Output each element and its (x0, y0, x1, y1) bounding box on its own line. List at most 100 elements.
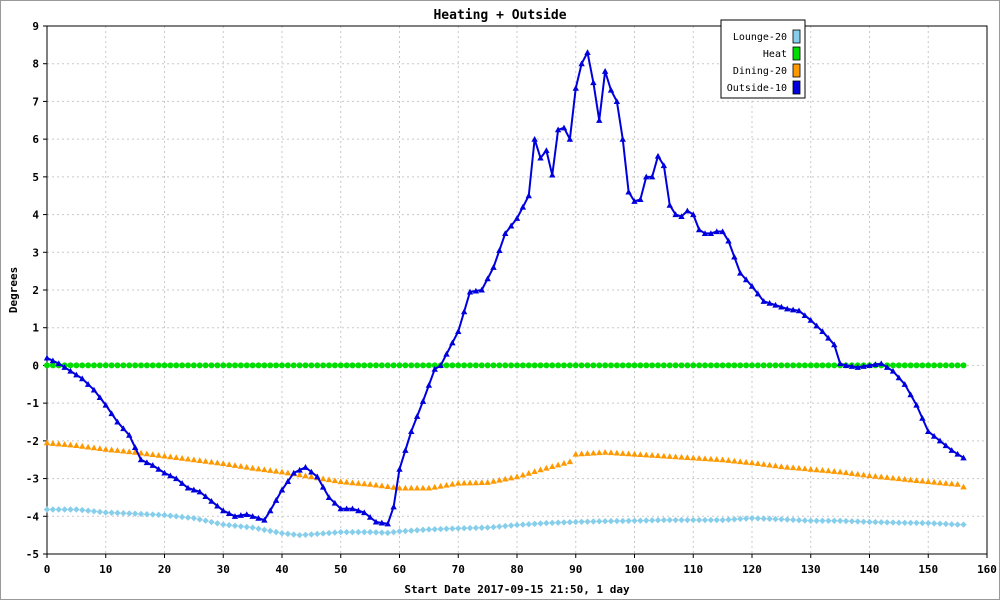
heat-marker (584, 362, 591, 369)
heat-marker (102, 362, 109, 369)
y-tick-label: 3 (32, 246, 39, 259)
lounge-20-marker (161, 511, 168, 519)
dining-20-marker (96, 445, 104, 451)
lounge-20-marker (449, 525, 456, 532)
lounge-20-marker (490, 523, 497, 531)
dining-20-marker (208, 458, 215, 465)
outside-10-marker (337, 505, 344, 512)
outside-10-marker (255, 514, 262, 521)
heat-marker (666, 362, 673, 369)
outside-10-marker (96, 394, 104, 401)
heat-marker (631, 362, 638, 369)
outside-10-marker (660, 162, 668, 169)
y-tick-label: 8 (32, 58, 39, 71)
dining-20-marker (437, 482, 444, 489)
lounge-20-marker (396, 528, 403, 535)
lounge-20-marker (942, 520, 950, 528)
heat-marker (819, 362, 826, 369)
lounge-20-marker (766, 515, 773, 523)
outside-10-marker (267, 507, 274, 514)
dining-20-marker (883, 474, 891, 480)
lounge-20-marker (725, 516, 732, 523)
lounge-20-marker (707, 516, 715, 524)
lounge-20-marker (108, 509, 115, 516)
legend: Lounge-20 Heat Dining-20 Outside-10 (720, 19, 806, 99)
heat-marker (402, 362, 409, 369)
dining-20-marker (443, 481, 450, 488)
outside-10-marker (308, 468, 315, 475)
lounge-20-marker (701, 516, 709, 524)
lounge-20-marker (566, 518, 574, 526)
lounge-20-marker (137, 510, 145, 518)
lounge-20-marker (596, 518, 603, 525)
outside-10-marker (443, 350, 450, 357)
dining-20-marker (513, 473, 521, 480)
heat-marker (202, 362, 209, 369)
legend-label-outside-10: Outside-10 (727, 83, 787, 94)
series-dining-20 (43, 439, 967, 491)
heat-marker (126, 362, 133, 369)
lounge-20-marker (919, 519, 926, 527)
lounge-20-marker (496, 523, 503, 530)
dining-20-marker (537, 466, 544, 473)
dining-20-marker (695, 455, 703, 461)
heat-marker (378, 362, 385, 369)
outside-10-marker (607, 86, 615, 93)
heat-marker (255, 362, 262, 369)
lounge-20-marker (79, 506, 86, 514)
heat-marker (825, 362, 832, 369)
lounge-20-marker (948, 521, 955, 528)
dining-20-marker (601, 448, 609, 455)
heat-marker (801, 362, 808, 369)
heat-marker (408, 362, 415, 369)
outside-10-marker (895, 374, 903, 381)
dining-20-marker (666, 453, 673, 459)
lounge-20-marker (960, 521, 967, 528)
x-tick-label: 80 (510, 563, 523, 576)
outside-10-marker (719, 228, 726, 235)
lounge-20-marker (120, 509, 127, 517)
dining-20-marker (690, 454, 697, 461)
dining-20-marker (272, 467, 280, 474)
outside-10-marker (79, 375, 86, 382)
dining-20-marker (396, 484, 403, 491)
outside-10-marker (784, 305, 791, 312)
dining-20-marker (402, 484, 409, 491)
dining-20-marker (460, 479, 468, 486)
dining-20-marker (425, 484, 433, 491)
outside-10-marker (813, 322, 820, 329)
lounge-20-marker (613, 517, 621, 525)
lounge-20-marker (478, 524, 485, 531)
dining-20-marker (866, 472, 873, 479)
lounge-20-marker (296, 531, 303, 539)
lounge-20-marker (126, 510, 133, 517)
lounge-20-marker (167, 512, 174, 519)
dining-20-marker (278, 468, 286, 475)
outside-10-marker (907, 391, 914, 398)
x-axis-label: Start Date 2017-09-15 21:50, 1 day (404, 583, 630, 596)
lounge-20-marker (813, 517, 820, 525)
lounge-20-marker (455, 525, 462, 532)
dining-20-marker (637, 451, 644, 457)
lounge-20-marker (737, 515, 744, 523)
lounge-20-marker (302, 531, 309, 538)
lounge-20-marker (255, 525, 262, 532)
dining-20-marker (684, 454, 691, 461)
outside-10-marker (190, 486, 198, 493)
dining-20-marker (67, 441, 74, 448)
outside-10-marker (707, 230, 715, 236)
outside-10-marker (701, 230, 709, 236)
lounge-20-marker (43, 506, 51, 513)
dining-20-marker (784, 463, 791, 470)
heat-marker (696, 362, 703, 369)
lounge-20-marker (466, 524, 474, 532)
series-outside-10 (43, 49, 967, 527)
lounge-20-marker (784, 516, 791, 523)
heat-marker (895, 362, 902, 369)
dining-20-marker (225, 461, 233, 467)
dining-20-marker (455, 479, 462, 486)
dining-20-marker (549, 463, 556, 469)
outside-10-marker (549, 171, 556, 178)
lounge-20-marker (872, 518, 879, 526)
